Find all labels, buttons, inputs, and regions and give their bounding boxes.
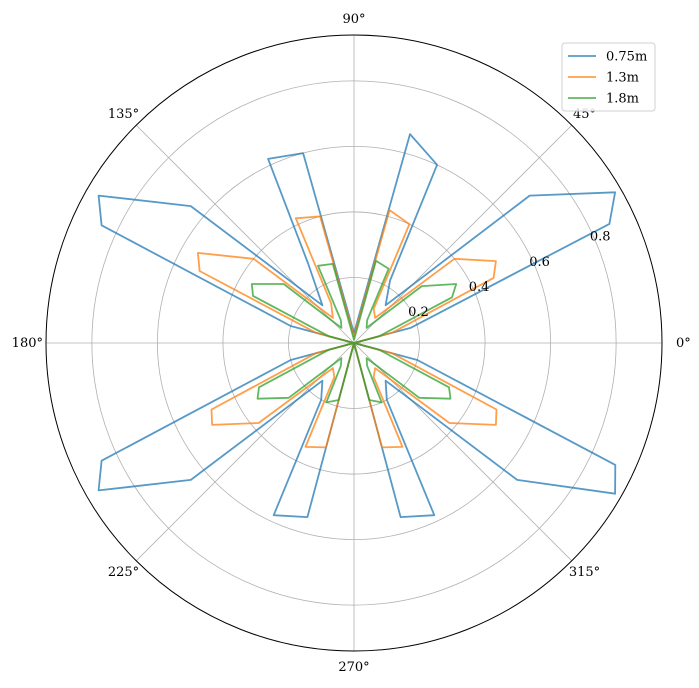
r-tick-label: 0.2	[408, 305, 429, 320]
polar-frame	[45, 34, 663, 652]
r-tick-label: 0.4	[469, 280, 490, 295]
r-tick-label: 0.8	[590, 230, 611, 245]
legend-label: 1.3m	[606, 71, 639, 86]
theta-tick-label: 225°	[108, 565, 139, 580]
theta-tick-label: 135°	[108, 107, 139, 122]
r-tick-label: 0.6	[529, 255, 550, 270]
legend-frame	[561, 42, 656, 112]
legend-label: 1.8m	[606, 92, 639, 107]
tick-labels: 0°45°90°135°180°225°270°315°0.20.40.60.8	[12, 12, 691, 675]
legend-label: 0.75m	[606, 50, 647, 65]
series-line	[250, 259, 458, 404]
theta-tick-label: 270°	[338, 660, 369, 675]
theta-tick-label: 315°	[569, 565, 600, 580]
theta-tick-label: 0°	[676, 336, 691, 351]
theta-tick-label: 90°	[342, 12, 365, 27]
theta-tick-label: 180°	[12, 336, 43, 351]
series-lines	[97, 133, 617, 518]
legend: 0.75m 1.3m 1.8m	[561, 42, 656, 112]
outer-frame	[45, 34, 663, 652]
